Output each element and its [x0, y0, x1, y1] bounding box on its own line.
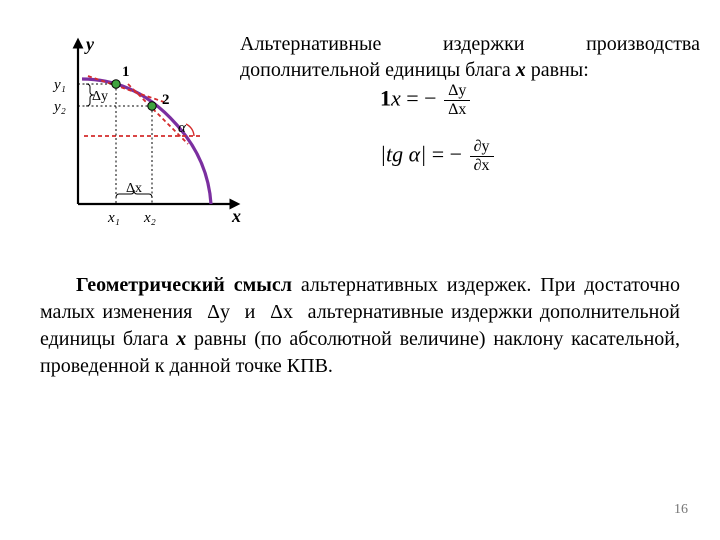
x2-label: x₂ — [143, 210, 156, 226]
formula1-eq: = − — [401, 86, 442, 111]
body-paragraph: Геометрический смысл альтернативных изде… — [40, 272, 680, 380]
point-1 — [112, 80, 120, 88]
y2-label: y₂ — [52, 99, 66, 115]
ppf-chart: y x y₁ y₂ x₁ x₂ 1 2 Δy Δx α — [36, 24, 246, 244]
x-axis-label: x — [231, 206, 241, 226]
body-var: x — [176, 328, 186, 350]
alt-cost-line2-var: x — [516, 59, 526, 81]
formula1-den: Δx — [444, 101, 470, 119]
alt-cost-text-line1: Альтернативные издержки производства — [240, 32, 700, 57]
formula1-one: 1 — [380, 86, 391, 111]
alt-cost-text-line2: дополнительной единицы блага x равны: — [240, 58, 700, 83]
point-1-label: 1 — [122, 64, 130, 80]
body-bold: Геометрический смысл — [76, 274, 292, 296]
formula-2: |tg α| = − ∂y∂x — [380, 138, 496, 175]
alpha-label: α — [178, 120, 187, 136]
formula2-eq: = − — [426, 142, 467, 167]
formula1-num: Δy — [444, 82, 470, 101]
page-number: 16 — [674, 502, 688, 518]
alpha-arc — [186, 124, 194, 136]
formula2-num: ∂y — [470, 138, 494, 157]
delta-y-label: Δy — [92, 89, 108, 104]
alt-cost-line2-prefix: дополнительной единицы блага — [240, 59, 516, 81]
formula2-lhs: |tg α| — [380, 142, 426, 167]
y-axis-label: y — [84, 34, 95, 54]
alt-cost-line2-suffix: равны: — [526, 59, 589, 81]
formula1-x: x — [391, 86, 401, 111]
alt-cost-line1: Альтернативные издержки производства — [240, 33, 700, 55]
ppf-chart-svg: y x y₁ y₂ x₁ x₂ 1 2 Δy Δx α — [36, 24, 246, 244]
point-2 — [148, 102, 156, 110]
slide-page: { "page_number": "16", "text": { "top_li… — [0, 0, 720, 540]
x1-label: x₁ — [107, 210, 120, 226]
formula-1: 1x = − ΔyΔx — [380, 82, 472, 119]
formula2-frac: ∂y∂x — [470, 138, 494, 175]
formula1-frac: ΔyΔx — [444, 82, 470, 119]
formula2-den: ∂x — [470, 157, 494, 175]
y1-label: y₁ — [52, 77, 66, 93]
point-2-label: 2 — [162, 92, 170, 108]
